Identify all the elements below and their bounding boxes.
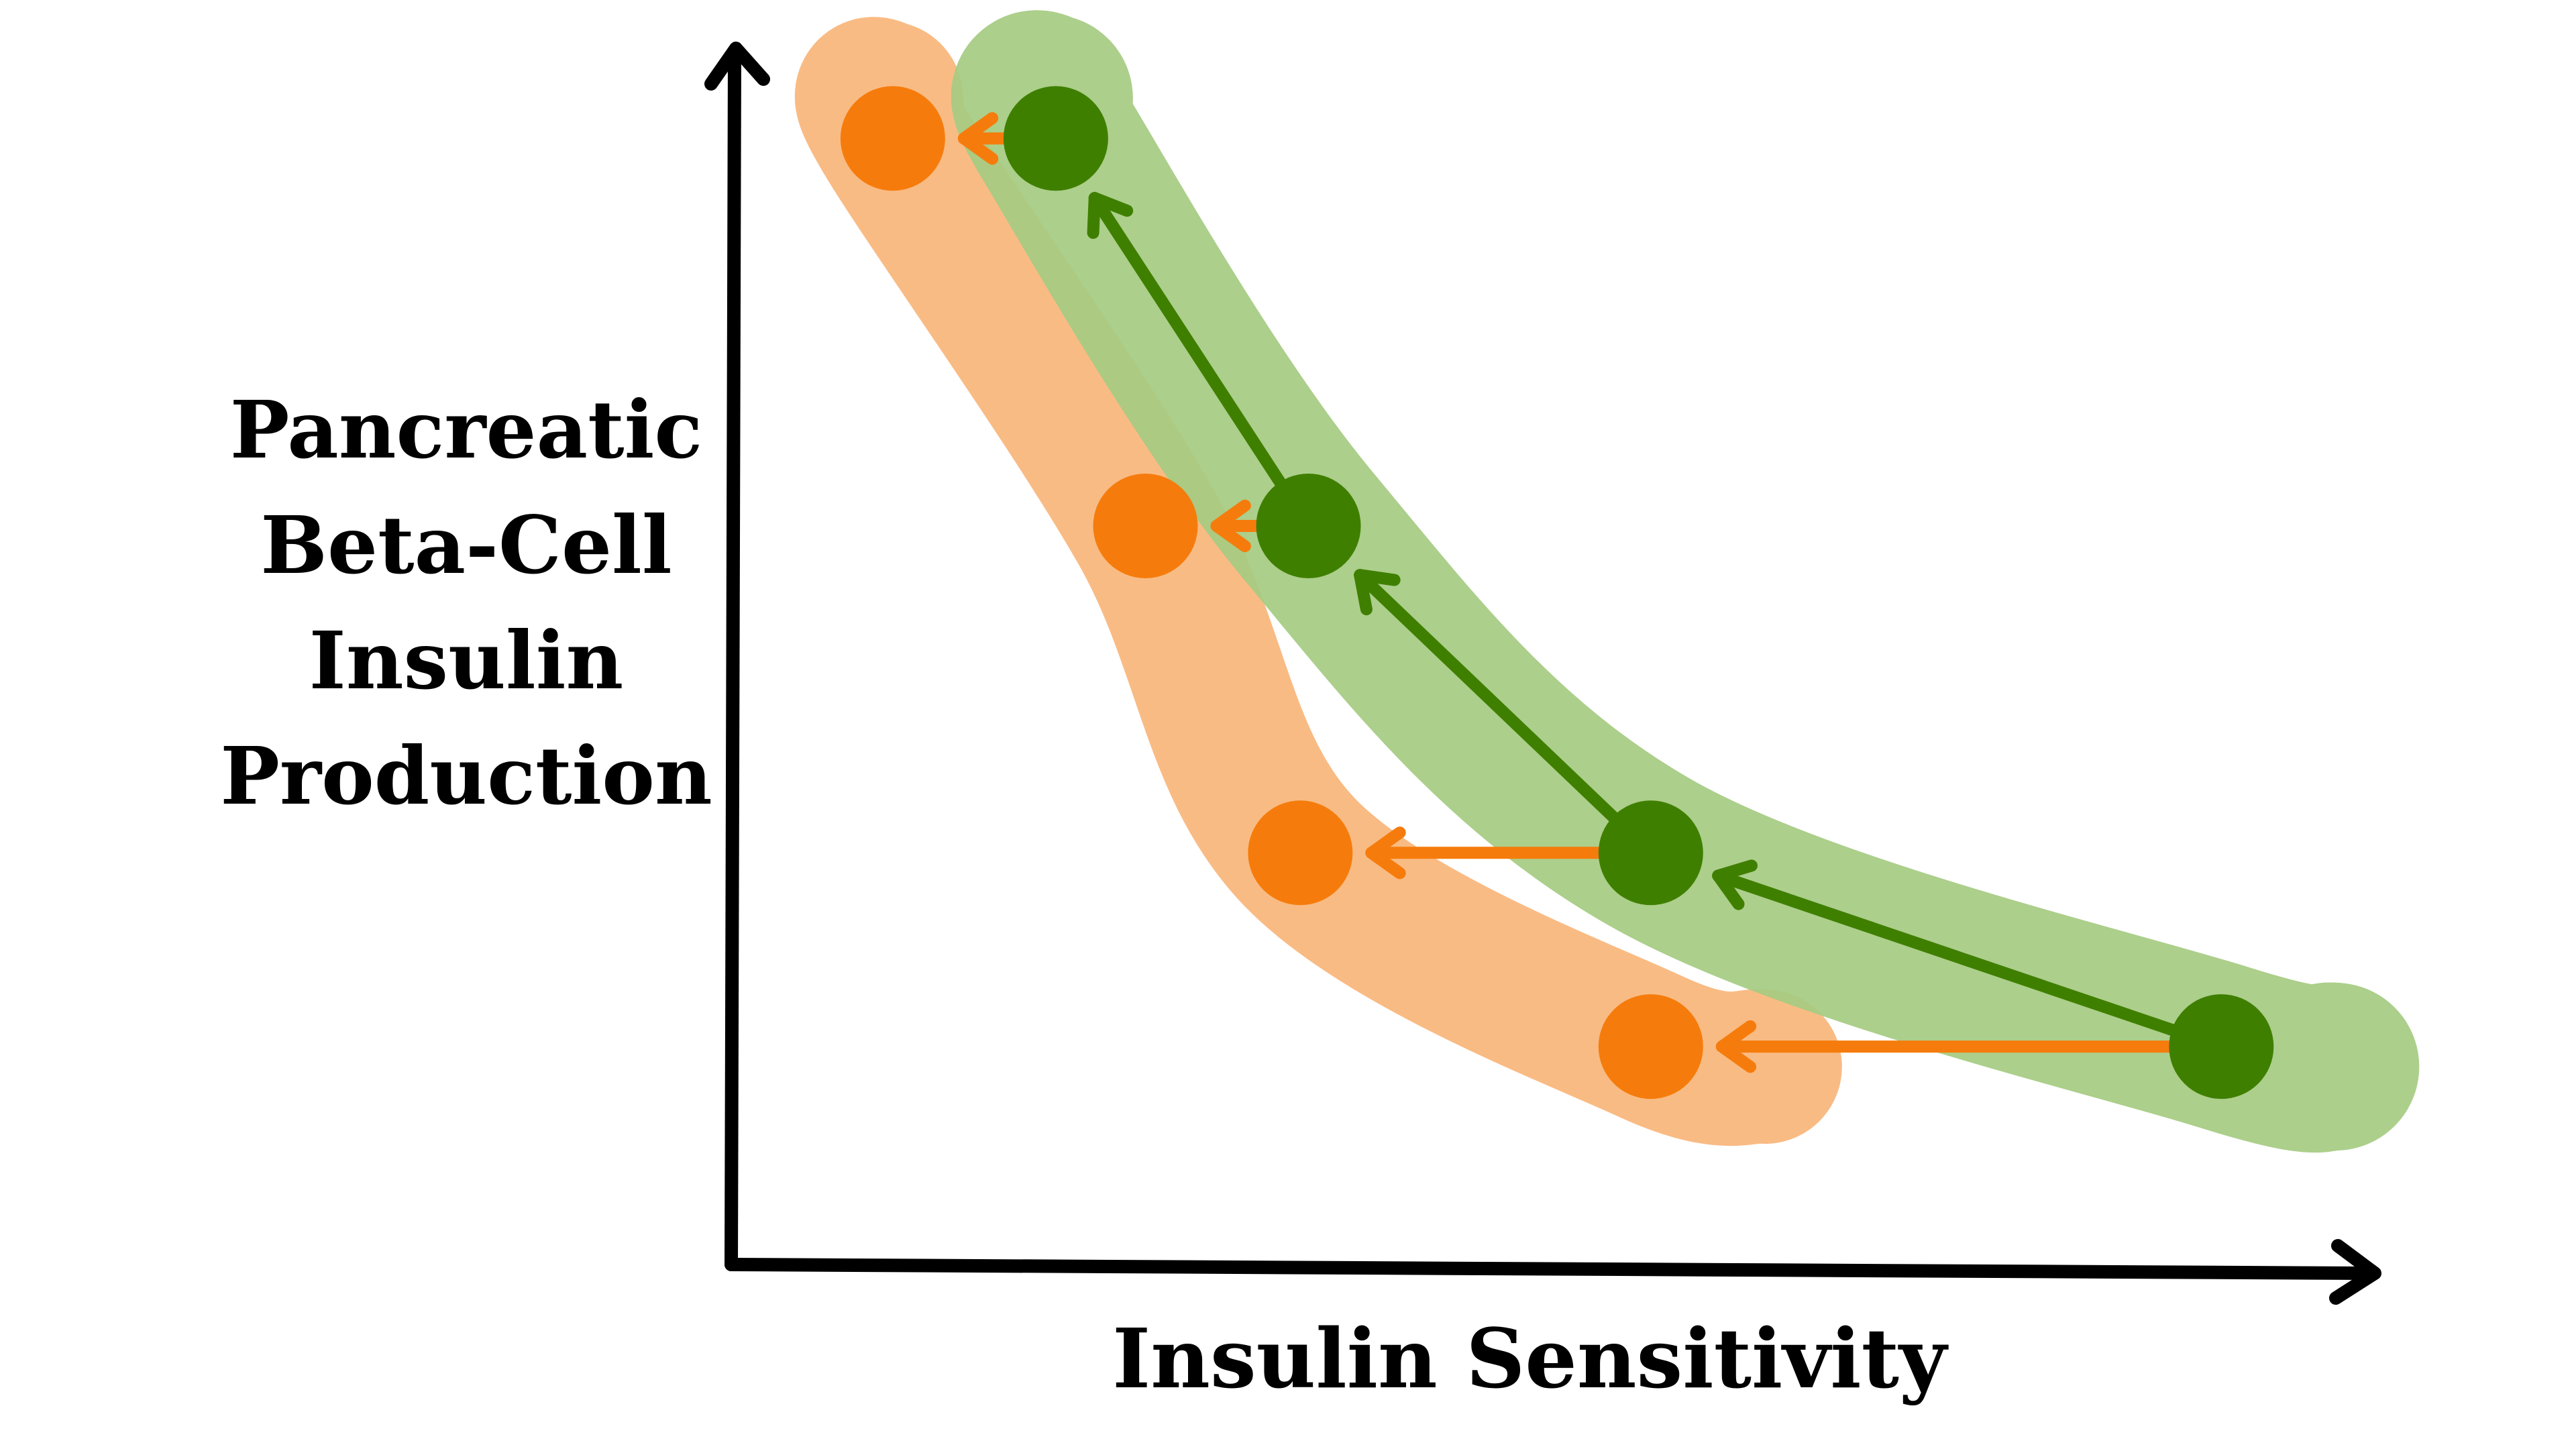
point-green-2	[1256, 473, 1361, 578]
y-axis-line	[724, 50, 741, 1271]
y-axis-label-line-1: Pancreatic	[229, 383, 703, 476]
point-green-1	[1003, 86, 1108, 191]
x-axis-arrowhead	[2329, 1239, 2381, 1305]
axes	[704, 42, 2381, 1305]
x-axis-label: Insulin Sensitivity	[1112, 1310, 1947, 1407]
y-axis-arrowhead	[704, 42, 770, 91]
shift-arrows	[957, 112, 2228, 1073]
shift-arrow	[1354, 569, 1650, 852]
trend-bands	[794, 10, 2420, 1153]
data-points	[840, 86, 2274, 1099]
point-orange-4	[1598, 994, 1703, 1099]
shift-arrow	[1087, 192, 1309, 523]
point-green-3	[1598, 800, 1703, 906]
shift-arrow	[1715, 1020, 2228, 1073]
shift-arrow	[1712, 859, 2218, 1050]
point-orange-3	[1248, 800, 1353, 906]
y-axis-label: Pancreatic Beta-Cell Insulin Production	[195, 372, 738, 834]
y-axis-label-line-4: Production	[220, 729, 712, 822]
y-axis-label-line-3: Insulin	[309, 614, 624, 707]
point-green-4	[2169, 994, 2274, 1099]
x-axis-line	[724, 1258, 2375, 1280]
point-orange-2	[1093, 473, 1198, 578]
point-orange-1	[840, 86, 945, 191]
y-axis-label-line-2: Beta-Cell	[260, 498, 672, 592]
